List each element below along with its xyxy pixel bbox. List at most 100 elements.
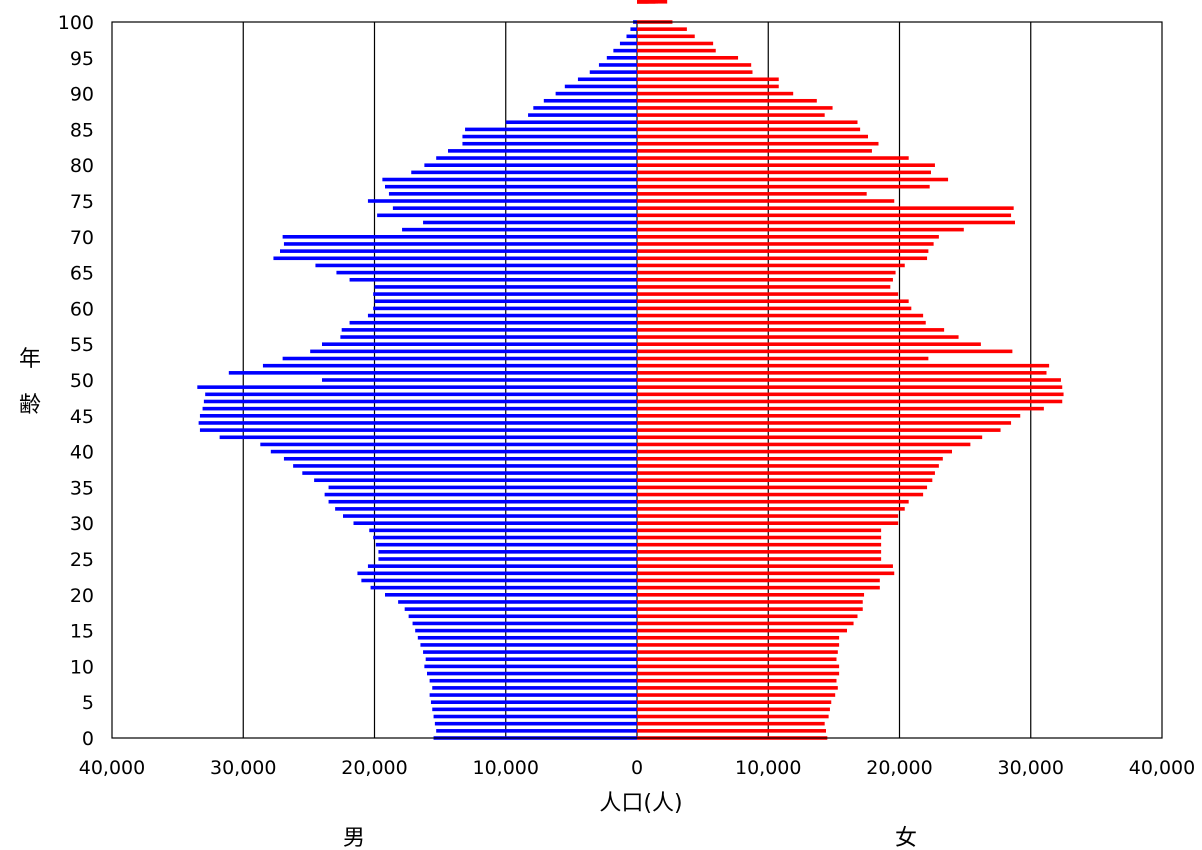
female-bar-age-45: [637, 414, 1021, 418]
male-bar-age-26: [378, 550, 637, 554]
male-bar-age-93: [589, 70, 637, 74]
male-bar-age-82: [448, 149, 637, 153]
male-bar-age-31: [343, 514, 637, 518]
female-bar-age-91: [637, 84, 779, 89]
male-bar-age-69: [283, 242, 637, 246]
male-bars: [197, 20, 637, 740]
female-bar-age-17: [637, 614, 858, 619]
female-bar-age-26: [637, 550, 882, 554]
male-bar-age-2: [434, 721, 637, 726]
female-bar-age-11: [637, 657, 837, 662]
female-bar-age-81: [637, 156, 909, 160]
female-bar-age-22: [637, 578, 880, 583]
male-bar-age-57: [341, 328, 637, 332]
y-axis-label-char-1: 年: [19, 347, 41, 372]
male-bar-age-43: [199, 428, 637, 432]
y-tick-label: 55: [70, 334, 94, 356]
male-bar-age-65: [336, 270, 637, 275]
female-bar-age-3: [637, 714, 829, 719]
female-label: 女: [895, 826, 917, 850]
female-bar-age-64: [637, 277, 893, 282]
male-bar-age-47: [203, 399, 637, 404]
male-bar-age-87: [528, 113, 637, 117]
female-bar-age-56: [637, 335, 959, 339]
male-bar-age-59: [367, 313, 637, 318]
female-bar-age-73: [637, 213, 1012, 218]
female-bar-age-12: [637, 650, 838, 654]
y-tick-label: 20: [70, 585, 94, 607]
female-bar-age-30: [637, 521, 899, 525]
y-tick-label: 50: [70, 370, 94, 392]
female-bar-age-15: [637, 628, 847, 633]
male-bar-age-54: [310, 349, 637, 354]
female-bar-age-29: [637, 528, 882, 533]
male-bar-age-35: [328, 485, 637, 490]
male-bar-age-37: [302, 471, 637, 475]
female-bar-age-40: [637, 449, 952, 454]
male-bar-age-8: [429, 678, 637, 683]
female-bar-age-57: [637, 328, 945, 332]
x-tick-label: 20,000: [341, 757, 407, 779]
female-bar-age-88: [637, 106, 833, 110]
male-bar-age-24: [367, 564, 637, 568]
male-bar-age-38: [293, 464, 637, 468]
male-bar-age-61: [374, 299, 637, 304]
female-bar-age-33: [637, 499, 909, 504]
female-bar-age-35: [637, 485, 928, 490]
y-tick-labels: 0 5 10 15 20 25 30 35 40 45 50 55 60 65 70 75 80 85 90 95 10…: [58, 12, 94, 750]
male-bar-age-86: [505, 120, 637, 125]
male-bar-age-99: [630, 27, 637, 31]
female-bar-age-69: [637, 242, 934, 246]
female-bar-age-76: [637, 192, 867, 196]
male-bar-age-23: [357, 571, 637, 576]
male-bar-age-66: [315, 263, 637, 268]
female-bar-age-58: [637, 320, 926, 325]
female-bar-age-78: [637, 177, 949, 182]
female-bar-age-undefined: [637, 0, 656, 4]
male-bar-age-88: [533, 106, 637, 110]
male-bar-age-68: [280, 249, 637, 253]
y-tick-label: 75: [70, 191, 94, 213]
y-tick-label: 100: [58, 12, 94, 34]
female-bar-age-6: [637, 693, 836, 697]
male-bar-age-40: [270, 449, 637, 454]
female-bar-age-87: [637, 113, 825, 117]
male-bar-age-17: [408, 614, 637, 619]
female-bar-age-82: [637, 149, 872, 153]
male-bar-age-67: [273, 256, 637, 261]
female-bar-age-23: [637, 571, 895, 576]
plot-frame: [111, 21, 1163, 739]
female-bar-age-70: [637, 235, 939, 239]
female-bar-age-74: [637, 206, 1014, 210]
female-bar-age-28: [637, 535, 882, 540]
x-tick-labels: 40,000 30,000 20,000 10,000 0 10,000 20,000 30,…: [79, 757, 1195, 779]
male-bar-age-58: [349, 320, 637, 325]
female-bar-age-7: [637, 686, 838, 690]
female-bar-age-10: [637, 664, 840, 669]
x-tick-label: 20,000: [866, 757, 932, 779]
female-bar-age-8: [637, 678, 837, 683]
male-bar-age-44: [198, 421, 637, 425]
male-bar-age-97: [619, 41, 637, 46]
y-tick-label: 45: [70, 406, 94, 428]
male-bar-age-27: [375, 542, 637, 547]
male-bar-age-84: [462, 134, 637, 139]
female-bar-age-19: [637, 600, 863, 604]
male-bar-age-79: [411, 170, 637, 175]
male-bar-age-16: [412, 621, 637, 626]
x-tick-label: 30,000: [210, 757, 276, 779]
male-bar-age-74: [392, 206, 637, 210]
male-bar-age-62: [373, 292, 637, 296]
female-bar-age-66: [637, 263, 905, 268]
male-bar-age-28: [373, 535, 637, 540]
male-bar-age-60: [373, 306, 637, 311]
female-bar-age-84: [637, 134, 868, 139]
male-bar-age-50: [322, 378, 637, 382]
male-bar-age-42: [219, 435, 637, 440]
female-bar-age-36: [637, 478, 933, 483]
female-bar-age-93: [637, 70, 753, 74]
female-bar-age-75: [637, 199, 895, 203]
x-axis-label: 人口(人): [599, 791, 682, 816]
male-bar-age-75: [367, 199, 637, 203]
x-tick-label: 30,000: [998, 757, 1064, 779]
